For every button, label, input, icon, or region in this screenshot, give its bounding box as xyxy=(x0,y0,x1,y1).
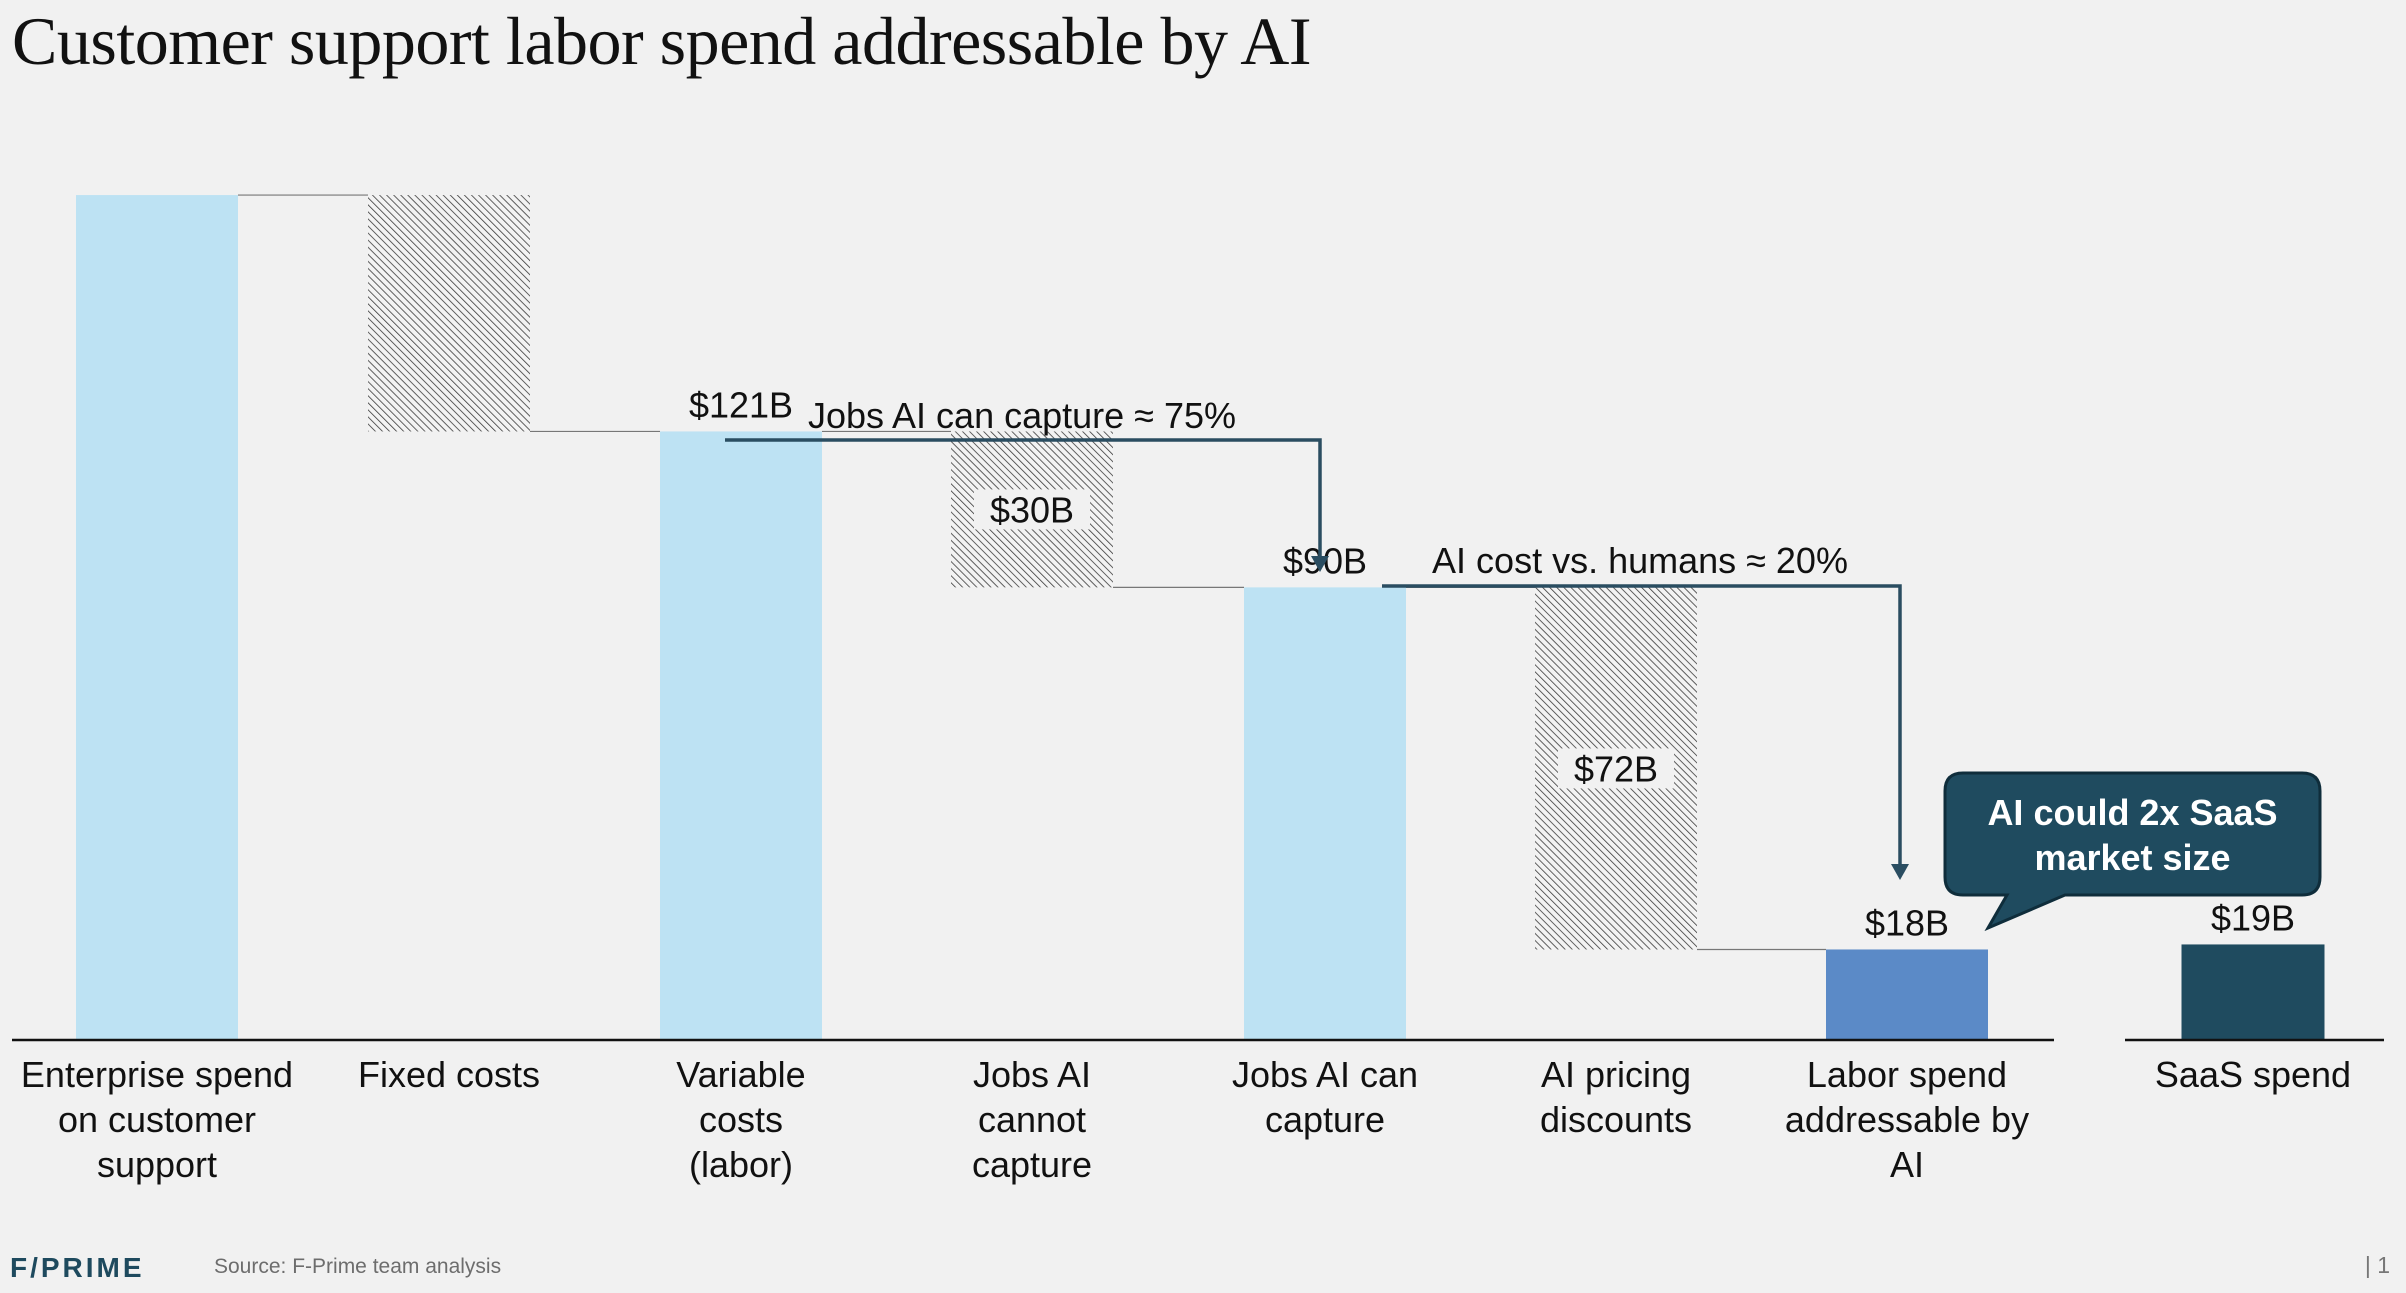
source-note: Source: F-Prime team analysis xyxy=(214,1255,502,1278)
chart-title: Customer support labor spend addressable… xyxy=(12,3,1311,79)
callout-text-line-2: market size xyxy=(2034,837,2230,878)
bar-label-bg-6 xyxy=(1558,748,1674,789)
bar-value-label-8: $19B xyxy=(2211,897,2295,938)
category-label-6: AI pricing discounts xyxy=(1540,1054,1692,1140)
category-label-1: Enterprise spend on customer support xyxy=(21,1054,293,1185)
category-label-2: Fixed costs xyxy=(358,1054,540,1095)
category-label-7: Labor spend addressable by AI xyxy=(1785,1054,2029,1185)
bar-5 xyxy=(1244,587,1406,1040)
bar-label-bg-4 xyxy=(974,489,1090,530)
bar-value-label-6: $72B xyxy=(1574,748,1658,789)
category-label-3: Variable costs (labor) xyxy=(676,1054,805,1185)
bar-2 xyxy=(368,195,530,432)
bar-7 xyxy=(1826,949,1988,1040)
bar-value-label-3: $121B xyxy=(689,384,793,425)
bar-8 xyxy=(2181,944,2325,1040)
page-number: | 1 xyxy=(2364,1252,2390,1278)
bar-3 xyxy=(660,431,822,1040)
annotation-arrowhead-1 xyxy=(1311,556,1329,572)
annotation-arrow-2 xyxy=(1382,584,1902,866)
bar-1 xyxy=(76,195,238,1040)
callout-bubble xyxy=(1943,771,2322,932)
annotation-text-1: Jobs AI can capture ≈ 75% xyxy=(808,395,1236,436)
annotation-arrowhead-2 xyxy=(1891,864,1909,880)
callout-text-line-1: AI could 2x SaaS xyxy=(1987,792,2277,833)
annotation-text-2: AI cost vs. humans ≈ 20% xyxy=(1432,540,1848,581)
annotation-arrow-1 xyxy=(725,438,1322,558)
fprime-logo: F/PRIME xyxy=(10,1252,145,1283)
bar-value-label-7: $18B xyxy=(1865,902,1949,943)
category-label-4: Jobs AI cannot capture xyxy=(972,1054,1092,1185)
bar-value-label-4: $30B xyxy=(990,489,1074,530)
category-label-5: Jobs AI can capture xyxy=(1232,1054,1418,1140)
category-label-8: SaaS spend xyxy=(2155,1054,2351,1095)
